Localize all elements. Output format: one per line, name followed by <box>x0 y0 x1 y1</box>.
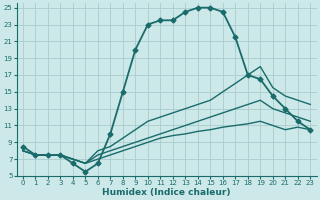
X-axis label: Humidex (Indice chaleur): Humidex (Indice chaleur) <box>102 188 231 197</box>
